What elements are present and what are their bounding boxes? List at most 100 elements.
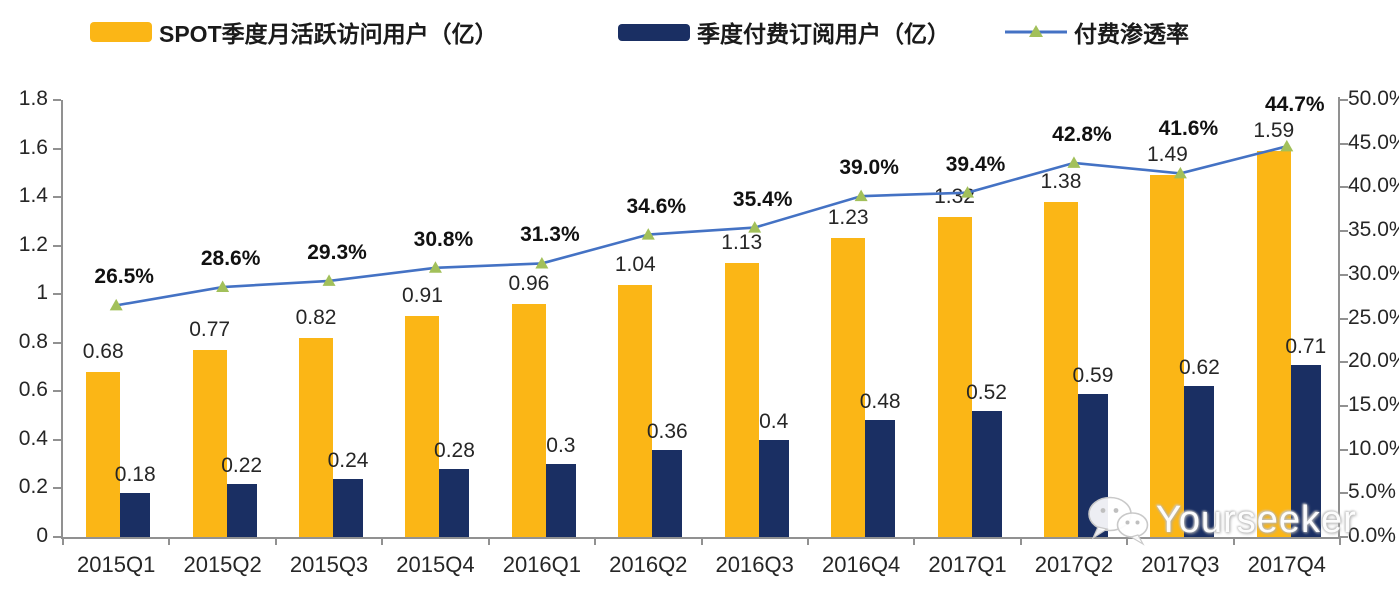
y-axis-right-tick xyxy=(1340,492,1348,495)
y-axis-right-tick xyxy=(1340,99,1348,101)
legend-item-mau: SPOT季度月活跃访问用户（亿） xyxy=(90,18,498,47)
y-axis-right-tick-label: 5.0% xyxy=(1348,480,1396,504)
y-axis-right-tick-label: 15.0% xyxy=(1348,392,1399,416)
bar-label-mau: 1.04 xyxy=(614,252,656,276)
bar-subscribers xyxy=(1290,364,1321,537)
watermark-text: Yourseeker xyxy=(1156,498,1357,541)
rate-label: 31.3% xyxy=(520,223,580,247)
legend-label-mau: SPOT季度月活跃访问用户（亿） xyxy=(159,21,498,47)
bar-label-subscribers: 0.18 xyxy=(114,463,156,487)
bar-subscribers xyxy=(226,483,257,537)
y-axis-left-tick xyxy=(53,341,61,344)
x-axis-tick xyxy=(487,537,490,545)
rate-marker-triangle xyxy=(428,261,442,273)
bar-label-mau: 1.23 xyxy=(827,206,869,230)
wechat-icon xyxy=(1088,496,1149,546)
legend-swatch-mau xyxy=(90,22,152,42)
bar-mau xyxy=(831,238,866,537)
y-axis-right-tick xyxy=(1340,361,1348,364)
bar-mau xyxy=(618,284,653,537)
bar-label-mau: 1.13 xyxy=(721,230,763,254)
bar-subscribers xyxy=(439,469,470,537)
watermark: Yourseeker xyxy=(1086,494,1357,546)
x-axis-label: 2016Q2 xyxy=(609,552,688,577)
rate-marker-triangle xyxy=(535,256,549,269)
y-axis-left-tick-label: 0.6 xyxy=(18,378,48,402)
x-axis-tick xyxy=(806,537,809,545)
y-axis-left-tick xyxy=(53,244,61,247)
x-axis-tick xyxy=(1339,537,1341,545)
legend-label-subscribers: 季度付费订阅用户（亿） xyxy=(697,21,950,47)
rate-marker-triangle xyxy=(322,274,336,286)
x-axis-label: 2016Q1 xyxy=(502,552,582,577)
bar-label-subscribers: 0.36 xyxy=(646,419,688,443)
y-axis-right-tick xyxy=(1340,404,1348,407)
rate-label: 34.6% xyxy=(626,194,687,218)
x-axis-tick xyxy=(913,537,916,545)
y-axis-right-tick xyxy=(1340,186,1348,189)
y-axis-left-tick xyxy=(53,99,61,101)
bar-subscribers xyxy=(758,439,789,537)
rate-marker-triangle xyxy=(216,280,230,293)
bar-label-subscribers: 0.48 xyxy=(859,390,901,414)
y-axis-right-tick-label: 50.0% xyxy=(1348,87,1399,110)
x-axis-label: 2015Q4 xyxy=(396,552,475,577)
rate-marker-triangle xyxy=(641,228,655,240)
legend-item-rate: 付费渗透率 xyxy=(1005,18,1189,47)
bar-label-mau: 1.38 xyxy=(1040,169,1082,193)
y-axis-right-tick-label: 20.0% xyxy=(1348,349,1399,373)
x-axis-label: 2016Q4 xyxy=(821,552,901,577)
bar-label-subscribers: 0.22 xyxy=(221,453,263,477)
bar-label-subscribers: 0.71 xyxy=(1285,334,1327,358)
bar-subscribers xyxy=(971,410,1002,537)
bar-mau xyxy=(192,350,227,537)
bar-label-subscribers: 0.4 xyxy=(759,409,789,433)
y-axis-right-tick-label: 10.0% xyxy=(1348,436,1399,460)
x-axis-label: 2016Q3 xyxy=(715,552,794,577)
bar-label-subscribers: 0.62 xyxy=(1178,356,1220,380)
y-axis-right-tick-label: 35.0% xyxy=(1348,218,1399,242)
y-axis-right-tick-label: 0.0% xyxy=(1348,524,1396,547)
y-axis-right-tick xyxy=(1340,536,1348,538)
bar-label-mau: 0.91 xyxy=(402,284,443,308)
bar-label-mau: 0.68 xyxy=(82,339,124,363)
y-axis-right-tick xyxy=(1340,142,1348,145)
rate-label: 44.7% xyxy=(1265,92,1325,116)
rate-marker-triangle xyxy=(854,189,868,202)
y-axis-left-tick-label: 0.8 xyxy=(18,329,48,353)
bar-mau xyxy=(511,303,546,537)
bar-mau xyxy=(405,316,440,537)
bar-label-mau: 0.96 xyxy=(508,271,550,295)
y-axis-left-tick xyxy=(53,487,61,490)
y-axis-left-tick-label: 1.4 xyxy=(18,184,48,208)
x-axis-tick xyxy=(1232,537,1235,545)
y-axis-left-tick xyxy=(53,390,61,393)
rate-label: 41.6% xyxy=(1158,117,1219,141)
x-axis-tick xyxy=(1019,537,1022,545)
y-axis-right-tick xyxy=(1340,317,1348,320)
bar-subscribers xyxy=(1184,386,1215,537)
bar-mau xyxy=(937,216,972,537)
y-axis-right xyxy=(1338,97,1340,537)
bar-mau xyxy=(299,337,334,537)
bar-label-subscribers: 0.28 xyxy=(434,439,475,463)
y-axis-right-tick xyxy=(1340,230,1348,233)
rate-label: 39.0% xyxy=(839,156,899,180)
y-axis-right-tick-label: 40.0% xyxy=(1348,174,1399,198)
y-axis-right-tick xyxy=(1340,273,1348,276)
bar-label-mau: 0.82 xyxy=(295,305,337,329)
bar-label-mau: 1.32 xyxy=(934,184,975,208)
bar-label-subscribers: 0.52 xyxy=(966,380,1007,404)
rate-marker-triangle xyxy=(109,298,123,311)
x-axis-tick xyxy=(594,537,597,545)
x-axis-label: 2017Q3 xyxy=(1141,552,1220,577)
y-axis-left xyxy=(61,100,63,537)
x-axis-label: 2017Q4 xyxy=(1247,552,1326,577)
y-axis-left-tick-label: 1.6 xyxy=(18,135,48,159)
y-axis-left-tick xyxy=(53,196,61,199)
rate-label: 30.8% xyxy=(413,227,474,251)
x-axis-tick xyxy=(274,537,277,545)
bar-mau xyxy=(724,262,759,537)
